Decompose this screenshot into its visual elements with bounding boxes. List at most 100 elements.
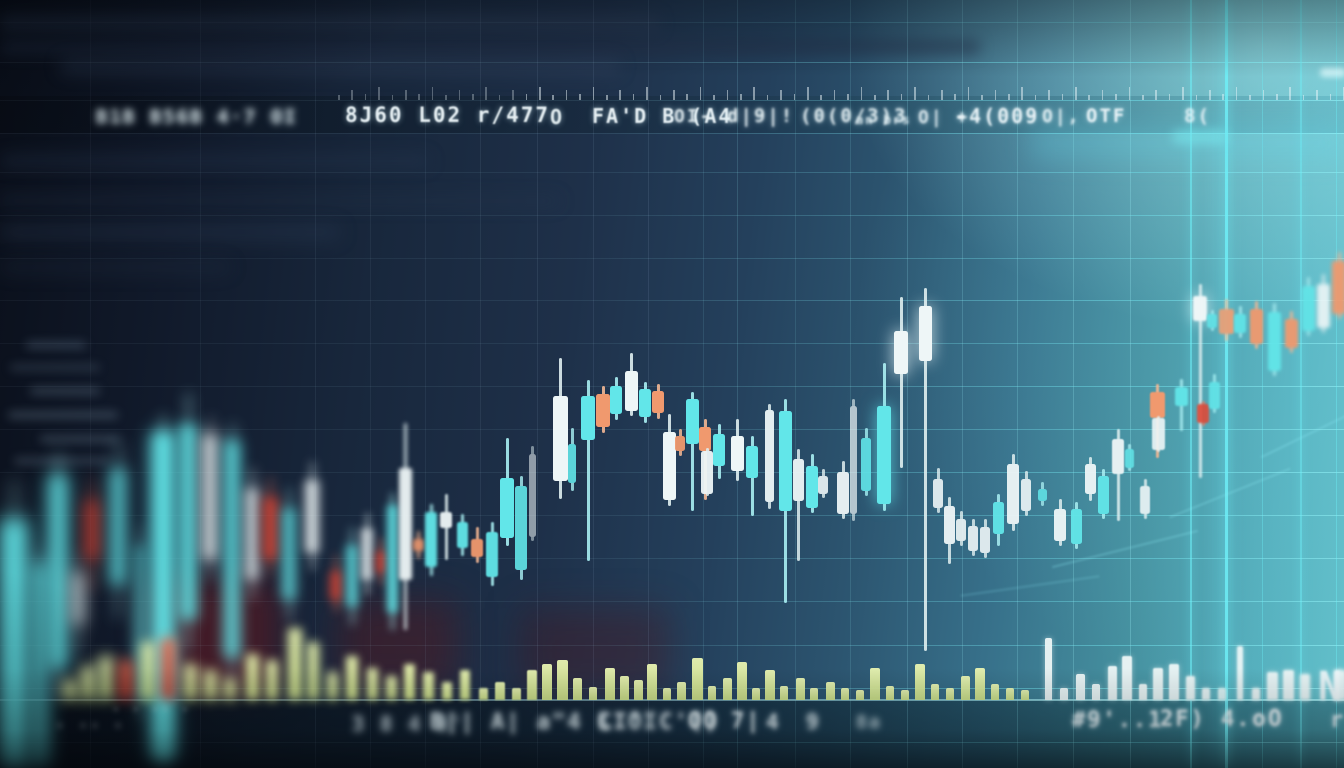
candle-body [818, 476, 828, 494]
ruler-tick [378, 87, 380, 100]
volume-bar [1237, 646, 1243, 700]
ruler-tick [673, 90, 675, 100]
candlestick [764, 404, 774, 509]
volume-bar [795, 678, 805, 700]
candlestick [568, 428, 576, 491]
candlestick [179, 393, 197, 650]
volume-bar [366, 668, 378, 700]
ruler-tick [338, 95, 340, 100]
ruler-tick [847, 94, 849, 100]
ruler-tick [1316, 90, 1318, 100]
ticker-glyphs: d|9|! [727, 105, 795, 127]
grid-vline [1262, 0, 1263, 768]
candle-body [918, 306, 932, 361]
ruler-tick [472, 94, 474, 100]
ruler-tick [632, 94, 635, 100]
candle-body [596, 394, 610, 427]
ruler-tick [1075, 87, 1077, 100]
ruler-tick [619, 90, 621, 100]
candle-body [746, 446, 758, 478]
candle-body [346, 545, 358, 607]
trend-line [1169, 467, 1291, 519]
volume-bar [460, 670, 470, 700]
candlestick [528, 446, 536, 541]
volume-bar [556, 660, 568, 700]
ruler-tick [887, 90, 889, 100]
volume-bar [856, 690, 864, 700]
candlestick [662, 414, 676, 506]
grid-hline [0, 645, 1344, 646]
ruler-tick [820, 95, 822, 100]
candlestick [456, 514, 468, 556]
ruler-tick [1101, 90, 1104, 100]
candlestick [861, 428, 871, 496]
candle-body [1316, 284, 1330, 328]
candle-body [224, 440, 240, 658]
candlestick [425, 504, 437, 576]
volume-bar [99, 656, 113, 700]
candle-body [662, 432, 676, 500]
ruler-tick [1021, 87, 1023, 100]
grid-hline [0, 386, 1344, 387]
volume-bar [1021, 690, 1029, 700]
candlestick [31, 545, 49, 768]
candle-body [837, 472, 849, 514]
ruler-tick [592, 87, 595, 100]
candle-body [1140, 486, 1150, 514]
volume-bar [266, 660, 278, 700]
candlestick [933, 468, 943, 513]
volume-bar [1139, 684, 1147, 700]
candle-body [515, 486, 527, 570]
candle-body [425, 512, 437, 567]
ticker-glyphs: · ·· · [55, 716, 125, 735]
volume-bar [810, 688, 818, 700]
ruler-tick [994, 90, 997, 100]
ticker-glyphs: 8( [1184, 105, 1211, 127]
ruler-tick [606, 95, 608, 100]
ruler-tick [1115, 94, 1117, 100]
candlestick [1054, 499, 1066, 546]
candle-body [652, 391, 664, 413]
ruler-tick [914, 87, 916, 100]
candle-body [730, 436, 744, 471]
volume-bar [385, 676, 397, 700]
streak [0, 225, 340, 239]
candle-body [398, 468, 412, 580]
ticker-glyphs: 7| [731, 709, 762, 734]
volume-bar [589, 687, 597, 700]
ruler-tick [1249, 95, 1251, 100]
volume-bar [633, 680, 643, 700]
ticker-glyphs: #9'..1 [1072, 708, 1164, 733]
volume-bar [1092, 684, 1100, 700]
ticker-glyphs: -4(009 [955, 104, 1040, 128]
streak [0, 14, 660, 32]
grid-hline [0, 300, 1344, 301]
volume-bar [288, 628, 302, 700]
ruler-tick [686, 94, 688, 100]
candle-body [1234, 314, 1246, 333]
ruler-tick [485, 87, 487, 100]
candlestick [581, 380, 595, 561]
candlestick [1007, 454, 1019, 531]
candle-body [685, 399, 699, 444]
volume-bar [161, 638, 175, 700]
volume-bar [1185, 676, 1195, 700]
candlestick [877, 363, 891, 511]
candle-body [1054, 509, 1066, 541]
ruler-tick [565, 90, 568, 100]
streak [0, 196, 560, 206]
volume-bar [1202, 688, 1210, 700]
trend-line [1260, 403, 1344, 459]
ticker-glyphs: N [1318, 664, 1344, 710]
candle-body [2, 520, 26, 768]
volume-bar [326, 672, 338, 700]
ruler-tick [981, 95, 983, 100]
candlestick [376, 538, 386, 585]
ruler-tick [954, 94, 956, 100]
grid-vline [90, 0, 91, 768]
ruler-tick [351, 90, 353, 100]
grid-hline [0, 22, 1344, 23]
volume-bar [403, 664, 415, 700]
ruler-tick [1262, 90, 1265, 100]
volume-bar [676, 682, 686, 700]
